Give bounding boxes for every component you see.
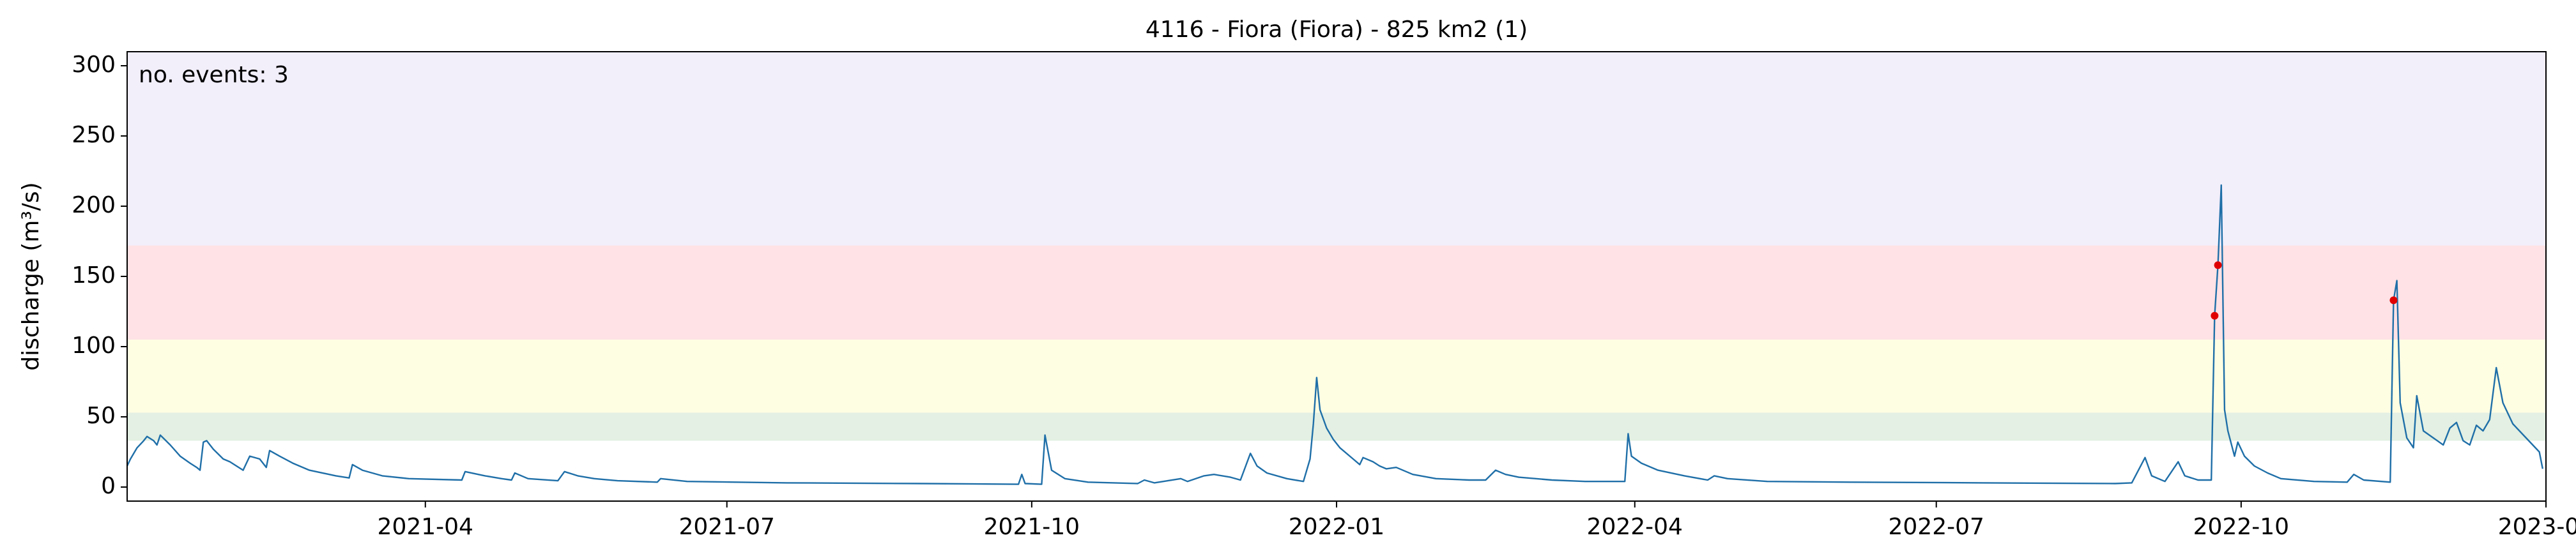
x-tick-label: 2021-10 [984,514,1080,540]
event-count: no. events: 3 [139,62,289,88]
y-tick-label: 250 [72,122,116,148]
event-point [2214,261,2222,269]
plot-frame [126,51,2547,502]
y-axis-label: discharge (m³/s) [18,182,44,370]
y-tick-label: 200 [72,192,116,218]
y-tick-label: 300 [72,52,116,78]
y-tick-label: 0 [101,473,116,499]
discharge-line [126,184,2543,485]
chart-title: 4116 - Fiora (Fiora) - 825 km2 (1) [1146,17,1528,43]
x-tick-label: 2022-10 [2193,514,2289,540]
y-tick-label: 150 [72,262,116,289]
x-tick-label: 2022-04 [1587,514,1683,540]
event-point [2211,312,2219,320]
x-tick-label: 2023-01 [2498,514,2576,540]
threshold-band [127,245,2546,340]
x-tick-label: 2022-01 [1289,514,1384,540]
threshold-band [127,52,2546,246]
y-tick-label: 50 [86,403,116,429]
threshold-band [127,412,2546,441]
x-tick-label: 2021-07 [679,514,775,540]
y-tick-label: 100 [72,333,116,359]
x-tick-label: 2022-07 [1889,514,1984,540]
event-point [2389,296,2398,304]
x-tick-label: 2021-04 [378,514,473,540]
threshold-band [127,340,2546,413]
